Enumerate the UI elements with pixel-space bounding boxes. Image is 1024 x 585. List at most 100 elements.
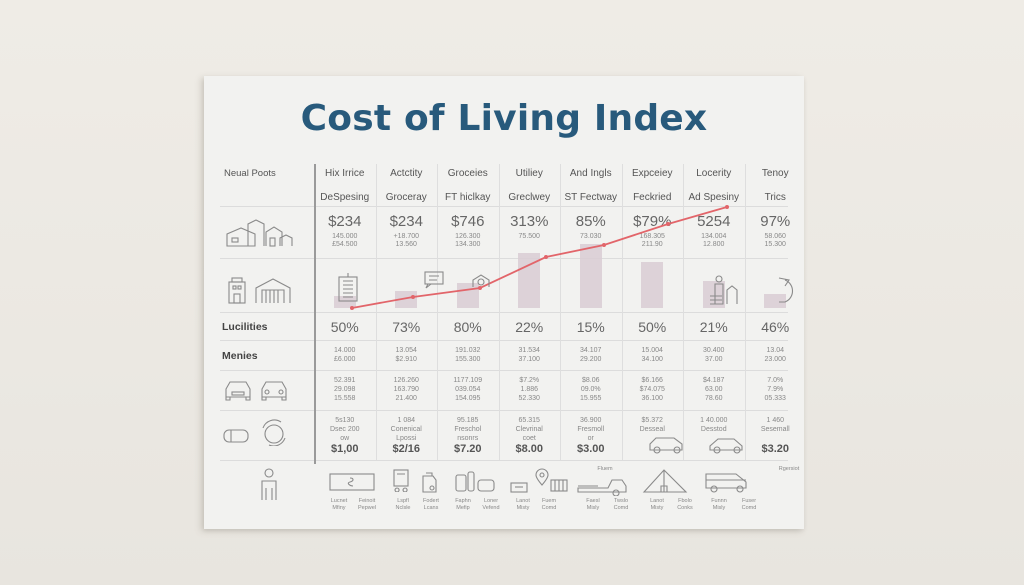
refresh-globe-icon xyxy=(258,418,288,447)
column-divider-main xyxy=(314,164,316,464)
price-detail: Conenical xyxy=(390,426,422,433)
sub-value: 126.300 xyxy=(455,233,481,240)
column-header-secondary: Trics xyxy=(764,192,786,203)
caption-line: Comd xyxy=(541,505,557,511)
sub-value: 58.060 xyxy=(764,233,786,240)
car-side-icon xyxy=(708,436,746,454)
trend-point xyxy=(411,295,415,299)
chat-icon xyxy=(424,271,444,289)
detail-value: $74.075 xyxy=(639,386,665,393)
price-detail: Dsec 200 xyxy=(329,426,360,433)
caption-line: Misly xyxy=(586,505,600,511)
caption-line: Fuser xyxy=(741,498,757,504)
percent-value: 73% xyxy=(392,319,421,335)
percent-value: 80% xyxy=(453,319,482,335)
caption-line: Fodert xyxy=(423,498,439,504)
calendar-icon xyxy=(337,271,359,303)
sub-value: 13.560 xyxy=(395,241,417,248)
price-value: $3.00 xyxy=(576,443,605,455)
column-header-primary: Actctity xyxy=(390,168,423,179)
money-value: 13.054 xyxy=(395,347,417,354)
detail-value: 154.095 xyxy=(455,395,481,402)
bottom-caption: Lanot Misty xyxy=(508,498,538,512)
caption-line: Feinoit xyxy=(358,498,376,504)
percent-value: 21% xyxy=(699,319,728,335)
person-packages-icon xyxy=(709,274,739,308)
page-title: Cost of Living Index xyxy=(300,98,708,139)
sub-value: +18.700 xyxy=(393,233,420,240)
caption-line: Mfiny xyxy=(332,505,346,511)
detail-value: 7.9% xyxy=(767,386,784,393)
pill-icon xyxy=(222,428,250,444)
sub-value: 134.300 xyxy=(455,241,481,248)
chart-bar xyxy=(395,291,418,308)
detail-value: 1177.109 xyxy=(453,377,483,384)
column-divider xyxy=(744,164,746,460)
column-divider xyxy=(560,164,561,460)
row-label-money: Menies xyxy=(222,350,258,362)
row-divider xyxy=(220,206,788,207)
detail-value: 09.0% xyxy=(580,386,601,393)
column-header-secondary: Groceray xyxy=(385,192,427,203)
price-detail: Clevrinal xyxy=(515,426,543,433)
location-pin-icon xyxy=(534,468,550,486)
tent-icon xyxy=(642,468,688,494)
column-header-secondary: FT hiclkay xyxy=(445,192,491,203)
percent-value: 50% xyxy=(638,319,667,335)
sub-value: 145.000 xyxy=(332,233,358,240)
sub-value: 73.030 xyxy=(580,233,602,240)
detail-value: 05.333 xyxy=(764,395,786,402)
trend-point xyxy=(478,286,482,290)
chart-bar xyxy=(764,294,787,308)
detail-value: $7.2% xyxy=(519,377,540,384)
main-value: $746 xyxy=(451,213,485,230)
houses-icon xyxy=(224,216,296,248)
caption-line: Loner xyxy=(483,498,499,504)
column-divider xyxy=(683,164,684,460)
bottom-caption: Faphn Mefip xyxy=(448,498,478,512)
price-detail: 36.900 xyxy=(580,417,602,424)
column-header-secondary: Greclwey xyxy=(508,192,551,203)
corner-header: Neual Poots xyxy=(224,168,276,179)
sports-car-icon xyxy=(576,476,628,497)
main-value: $234 xyxy=(328,213,362,230)
column-header-primary: And Ingls xyxy=(569,168,612,179)
detail-value: 7.0% xyxy=(767,377,784,384)
column-header-primary: Expceiey xyxy=(631,168,673,179)
bottom-caption: Feinoit Pepwel xyxy=(352,498,382,512)
caption-line: Pepwel xyxy=(357,505,377,511)
column-header-primary: Groceies xyxy=(447,168,488,179)
money-value: 29.200 xyxy=(580,356,602,363)
detail-value: 36.100 xyxy=(641,395,663,402)
sub-value: 168.305 xyxy=(639,233,665,240)
money-value: $2.910 xyxy=(395,356,417,363)
money-value: 34.100 xyxy=(641,356,663,363)
data-table: Neual Poots Lucilities Menies Hix Irrice… xyxy=(204,76,804,529)
money-value: 15.004 xyxy=(641,347,663,354)
caption-line: Vefend xyxy=(482,505,500,511)
market-stall-icon xyxy=(549,478,569,492)
caption-line: Fbolo xyxy=(678,498,692,504)
price-value: $1,00 xyxy=(330,443,359,455)
column-header-primary: Tenoy xyxy=(761,168,789,179)
price-value: $8.00 xyxy=(515,443,544,455)
detail-value: 1.886 xyxy=(520,386,539,393)
row-label-percent: Lucilities xyxy=(222,321,268,333)
caption-line: Comd xyxy=(741,505,757,511)
caption-line: Faphn xyxy=(455,498,471,504)
row-divider xyxy=(220,340,788,341)
trend-point xyxy=(666,222,670,226)
detail-value: 039.054 xyxy=(455,386,481,393)
price-detail: 1 460 xyxy=(766,417,785,424)
caption-line: Lspfl xyxy=(397,498,409,504)
main-value: $234 xyxy=(389,213,423,230)
detail-value: 15.955 xyxy=(580,395,602,402)
column-header-primary: Hix Irrice xyxy=(325,168,365,179)
price-detail: Desseal xyxy=(639,426,665,433)
building-icon xyxy=(226,276,248,304)
detail-value: 52.330 xyxy=(518,395,540,402)
price-detail: Sesemall xyxy=(760,426,790,433)
caption-line: Lcans xyxy=(423,505,439,511)
caption-line: Mefip xyxy=(456,505,470,511)
sub-value: 12.800 xyxy=(703,241,725,248)
